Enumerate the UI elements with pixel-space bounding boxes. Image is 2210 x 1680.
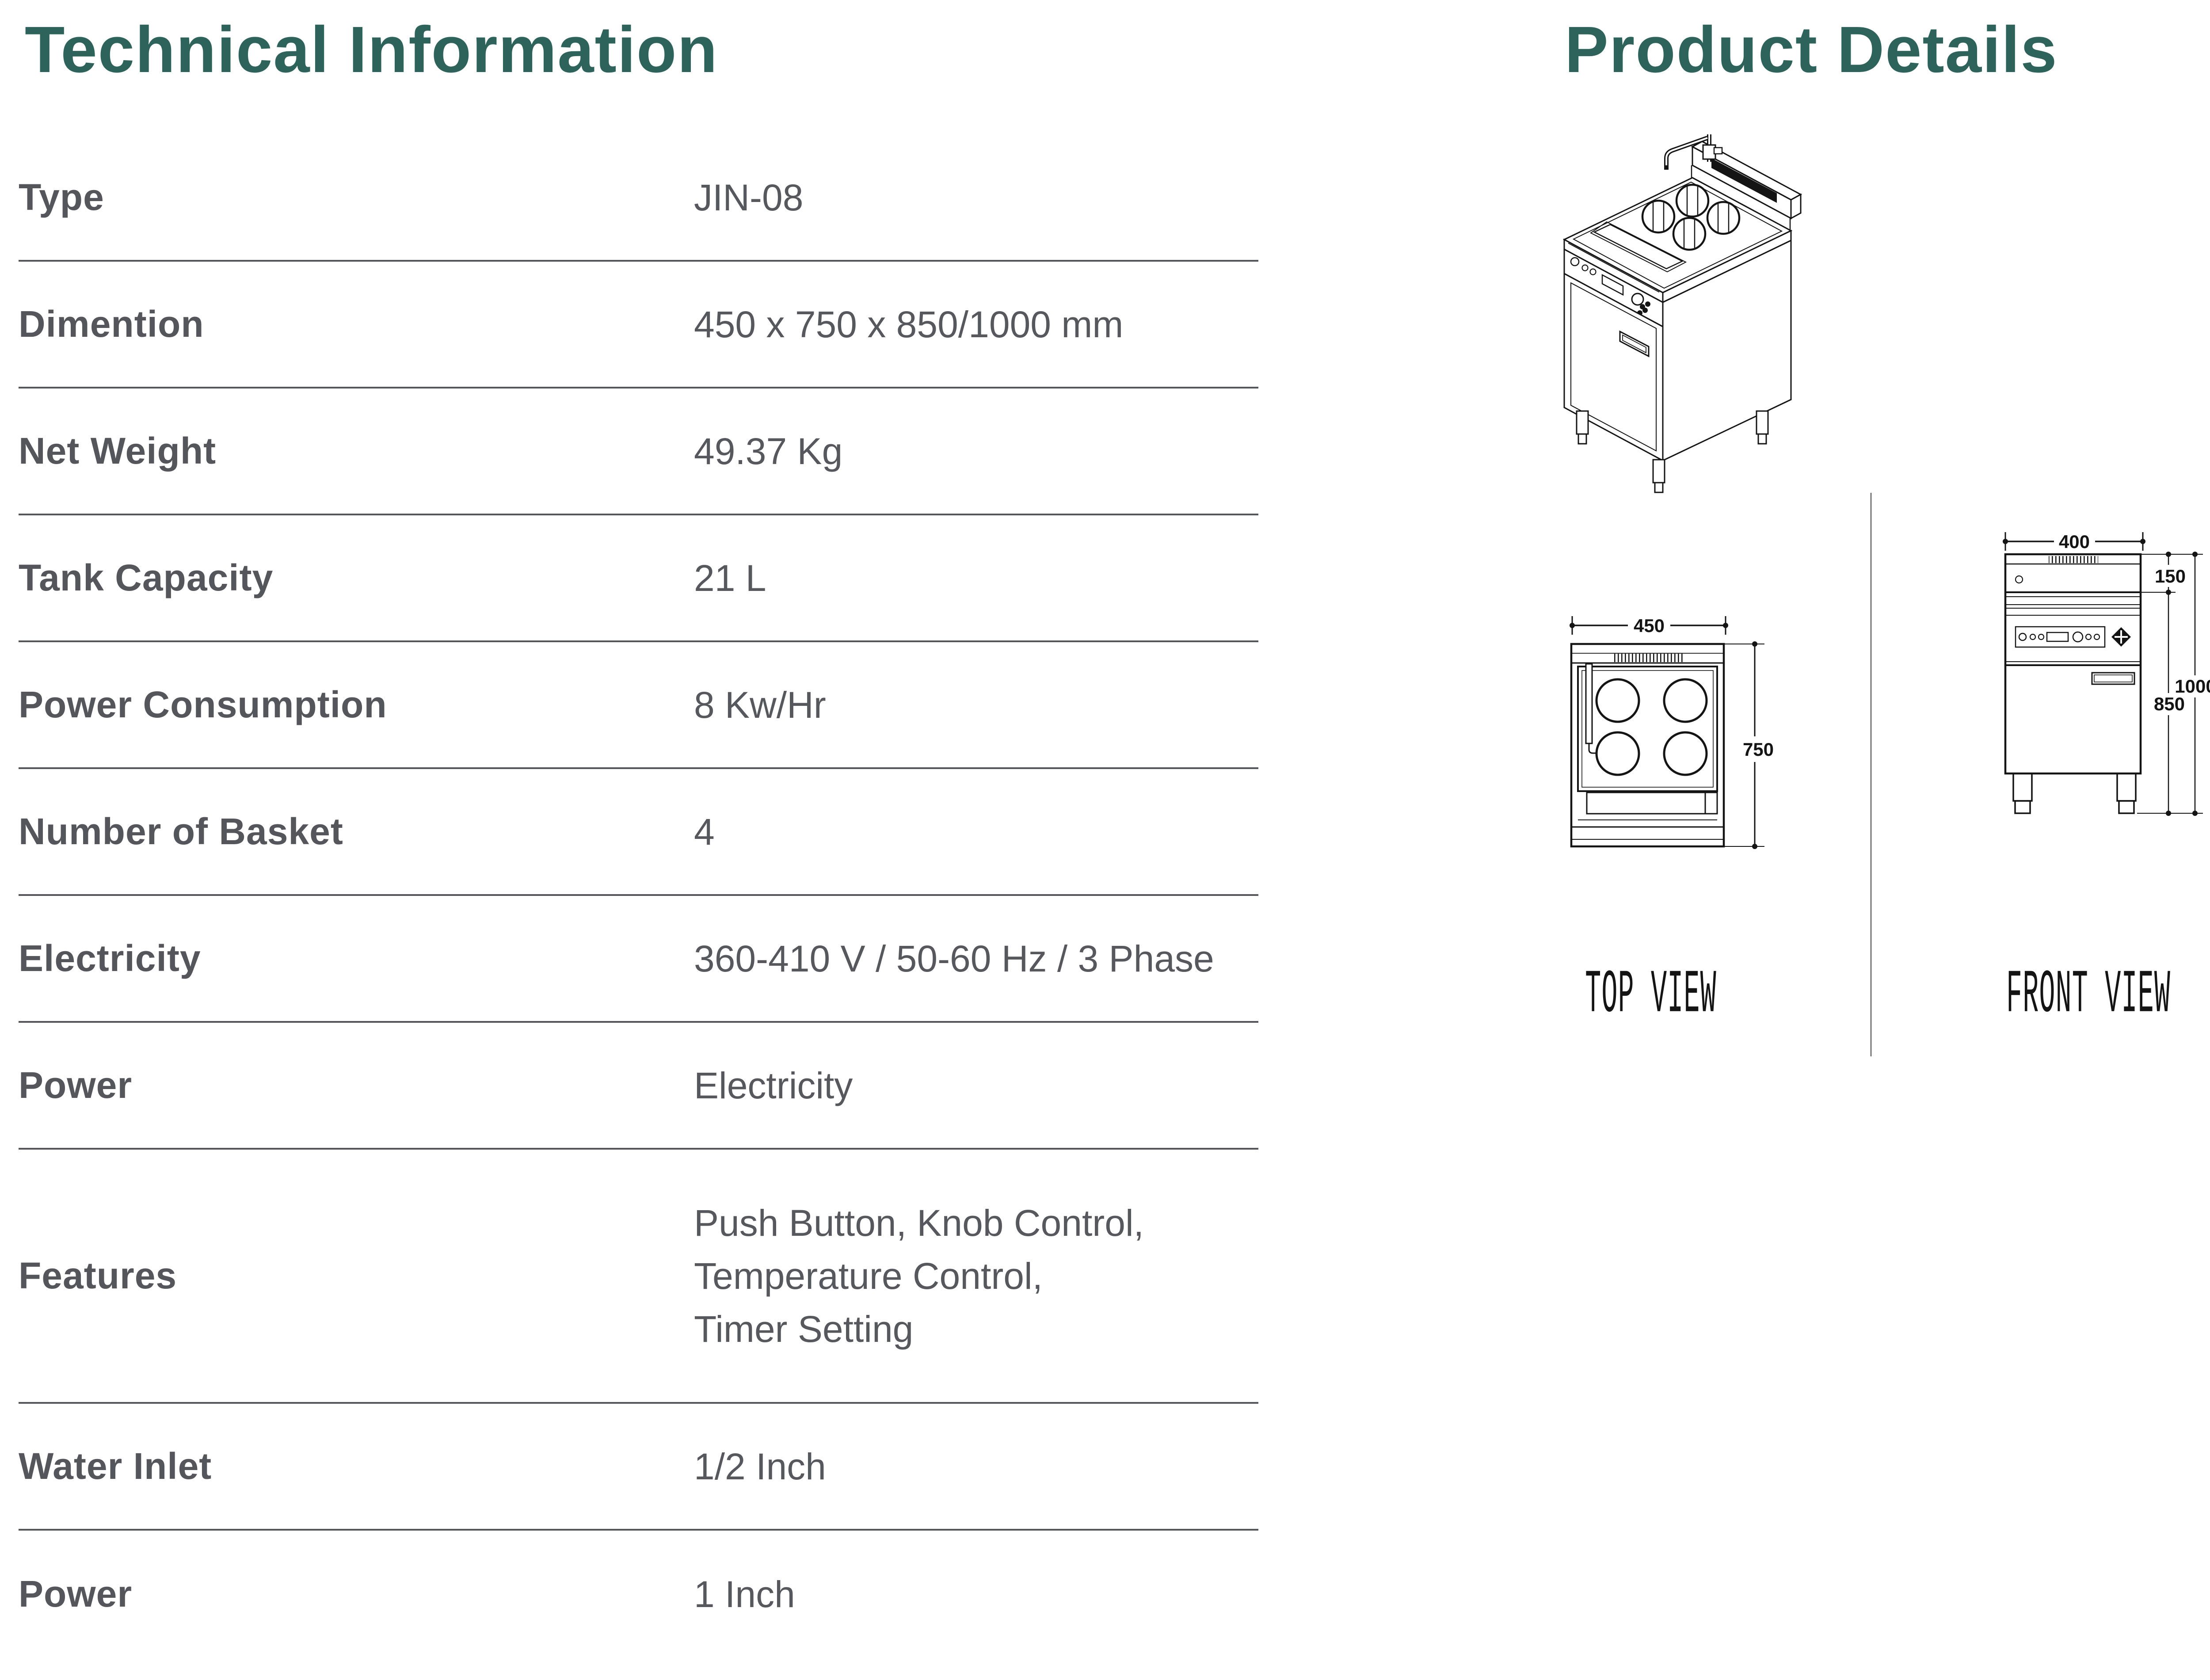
top-view-faucet <box>1585 663 1593 744</box>
spec-row-dimention: Dimention 450 x 750 x 850/1000 mm <box>19 262 1258 389</box>
spec-value: 8 Kw/Hr <box>694 684 826 726</box>
spec-label: Water Inlet <box>19 1445 212 1487</box>
iso-legs <box>1576 410 1769 493</box>
spec-label: Power <box>19 1573 133 1615</box>
spec-label: Net Weight <box>19 430 217 472</box>
iso-basket-holes <box>1641 183 1741 251</box>
top-view-body <box>1570 643 1725 848</box>
iso-faucet <box>1664 134 1723 170</box>
spec-row-power-inlet: Power 1 Inch <box>19 1531 1258 1657</box>
spec-value: 49.37 Kg <box>694 430 843 472</box>
front-view-door-handle <box>2091 672 2135 685</box>
front-view-drawing: 400 <box>1967 508 2210 950</box>
spec-label: Tank Capacity <box>19 557 274 598</box>
spec-label: Dimention <box>19 303 204 345</box>
svg-text:750: 750 <box>1743 739 1774 760</box>
front-view-body <box>2004 553 2142 814</box>
spec-value: JIN-08 <box>694 176 804 218</box>
spec-label: Type <box>19 176 104 218</box>
spec-row-electricity: Electricity 360-410 V / 50-60 Hz / 3 Pha… <box>19 896 1258 1023</box>
spec-table: Type JIN-08 Dimention 450 x 750 x 850/10… <box>19 135 1258 1657</box>
svg-text:850: 850 <box>2154 693 2185 714</box>
spec-label: Power <box>19 1064 133 1106</box>
spec-value: 1/2 Inch <box>694 1445 826 1487</box>
spec-row-water-inlet: Water Inlet 1/2 Inch <box>19 1404 1258 1531</box>
spec-row-number-of-basket: Number of Basket 4 <box>19 769 1258 896</box>
isometric-product-drawing <box>1512 119 1865 517</box>
spec-value: 360-410 V / 50-60 Hz / 3 Phase <box>694 937 1214 979</box>
spec-label: Features <box>19 1255 177 1296</box>
top-view-dim-depth: 750 <box>1724 641 1777 849</box>
spec-value: 450 x 750 x 850/1000 mm <box>694 303 1124 345</box>
spec-label: Electricity <box>19 937 201 979</box>
svg-text:450: 450 <box>1634 615 1665 636</box>
front-view-svg: 400 <box>2003 531 2210 816</box>
spec-value: Push Button, Knob Control, Temperature C… <box>694 1196 1144 1356</box>
spec-value: 4 <box>694 811 715 853</box>
front-view-dim-width: 400 <box>2003 531 2145 552</box>
spec-row-net-weight: Net Weight 49.37 Kg <box>19 389 1258 515</box>
top-view-label: TOP VIEW <box>1585 961 1717 1030</box>
spec-row-features: Features Push Button, Knob Control, Temp… <box>19 1150 1258 1404</box>
product-details-title: Product Details <box>1565 13 2058 86</box>
iso-cabinet <box>1563 239 1792 462</box>
front-view-dims-height: 150 1000 850 <box>2137 552 2210 816</box>
spec-value: 21 L <box>694 557 766 599</box>
spec-value: Electricity <box>694 1064 853 1106</box>
spec-label: Number of Basket <box>19 811 343 852</box>
isometric-drawing-svg <box>1562 134 1802 493</box>
spec-row-power: Power Electricity <box>19 1023 1258 1150</box>
svg-text:150: 150 <box>2155 566 2186 587</box>
spec-row-type: Type JIN-08 <box>19 135 1258 262</box>
spec-row-tank-capacity: Tank Capacity 21 L <box>19 515 1258 642</box>
technical-information-title: Technical Information <box>25 13 718 86</box>
top-view-dim-width: 450 <box>1570 615 1728 636</box>
feature-line: Push Button, Knob Control, <box>694 1202 1144 1244</box>
feature-line: Timer Setting <box>694 1308 914 1350</box>
spec-value: 1 Inch <box>694 1573 795 1615</box>
top-view-svg: 450 750 <box>1570 615 1777 849</box>
spec-label: Power Consumption <box>19 684 387 725</box>
feature-line: Temperature Control, <box>694 1255 1043 1297</box>
front-view-label: FRONT VIEW <box>2006 961 2171 1030</box>
svg-text:400: 400 <box>2059 531 2090 552</box>
iso-back-rail <box>1691 141 1802 231</box>
top-view-drawing: 450 750 <box>1547 597 1834 950</box>
spec-row-power-consumption: Power Consumption 8 Kw/Hr <box>19 642 1258 769</box>
